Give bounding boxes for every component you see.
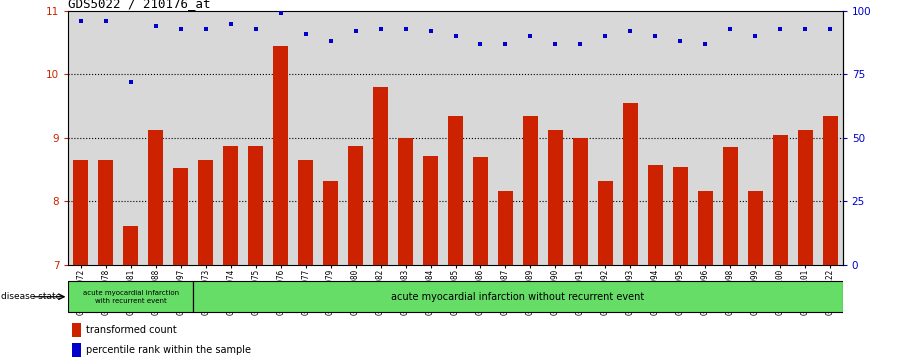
- Bar: [298, 160, 313, 265]
- Bar: [193, 281, 843, 312]
- Bar: [72, 343, 81, 357]
- Point: [199, 26, 213, 32]
- Bar: [748, 191, 763, 265]
- Bar: [722, 147, 738, 265]
- Bar: [248, 146, 263, 265]
- Point: [623, 28, 638, 34]
- Point: [798, 26, 813, 32]
- Point: [523, 33, 537, 39]
- Bar: [173, 168, 189, 265]
- Bar: [798, 130, 813, 265]
- Bar: [273, 46, 288, 265]
- Point: [698, 41, 712, 47]
- Text: acute myocardial infarction
with recurrent event: acute myocardial infarction with recurre…: [83, 290, 179, 304]
- Bar: [398, 138, 413, 265]
- Bar: [98, 160, 113, 265]
- Bar: [523, 116, 537, 265]
- Bar: [199, 160, 213, 265]
- Bar: [148, 130, 163, 265]
- Point: [148, 23, 163, 29]
- Point: [298, 31, 312, 37]
- Point: [249, 26, 263, 32]
- Bar: [374, 87, 388, 265]
- Bar: [123, 225, 138, 265]
- Bar: [698, 191, 712, 265]
- Bar: [72, 323, 81, 338]
- Bar: [423, 156, 438, 265]
- Bar: [348, 146, 363, 265]
- Point: [74, 18, 88, 24]
- Bar: [223, 146, 238, 265]
- Point: [448, 33, 463, 39]
- Bar: [73, 160, 88, 265]
- Point: [348, 28, 363, 34]
- Point: [823, 26, 837, 32]
- Point: [124, 79, 138, 85]
- Point: [223, 21, 238, 26]
- Bar: [773, 135, 788, 265]
- Bar: [498, 191, 513, 265]
- Text: acute myocardial infarction without recurrent event: acute myocardial infarction without recu…: [392, 292, 645, 302]
- Point: [323, 38, 338, 44]
- Bar: [648, 165, 663, 265]
- Bar: [68, 281, 193, 312]
- Point: [374, 26, 388, 32]
- Bar: [323, 181, 338, 265]
- Bar: [473, 157, 488, 265]
- Point: [773, 26, 787, 32]
- Point: [673, 38, 688, 44]
- Point: [599, 33, 613, 39]
- Point: [548, 41, 563, 47]
- Text: disease state: disease state: [1, 292, 61, 301]
- Point: [748, 33, 763, 39]
- Point: [424, 28, 438, 34]
- Point: [498, 41, 513, 47]
- Bar: [548, 130, 563, 265]
- Text: percentile rank within the sample: percentile rank within the sample: [86, 345, 251, 355]
- Point: [723, 26, 738, 32]
- Bar: [598, 181, 613, 265]
- Point: [273, 11, 288, 16]
- Bar: [623, 103, 638, 265]
- Point: [573, 41, 588, 47]
- Point: [473, 41, 487, 47]
- Bar: [673, 167, 688, 265]
- Bar: [823, 116, 838, 265]
- Bar: [573, 138, 588, 265]
- Bar: [448, 116, 463, 265]
- Text: transformed count: transformed count: [86, 325, 177, 335]
- Point: [398, 26, 413, 32]
- Text: GDS5022 / 210176_at: GDS5022 / 210176_at: [68, 0, 210, 10]
- Point: [648, 33, 662, 39]
- Point: [173, 26, 188, 32]
- Point: [98, 18, 113, 24]
